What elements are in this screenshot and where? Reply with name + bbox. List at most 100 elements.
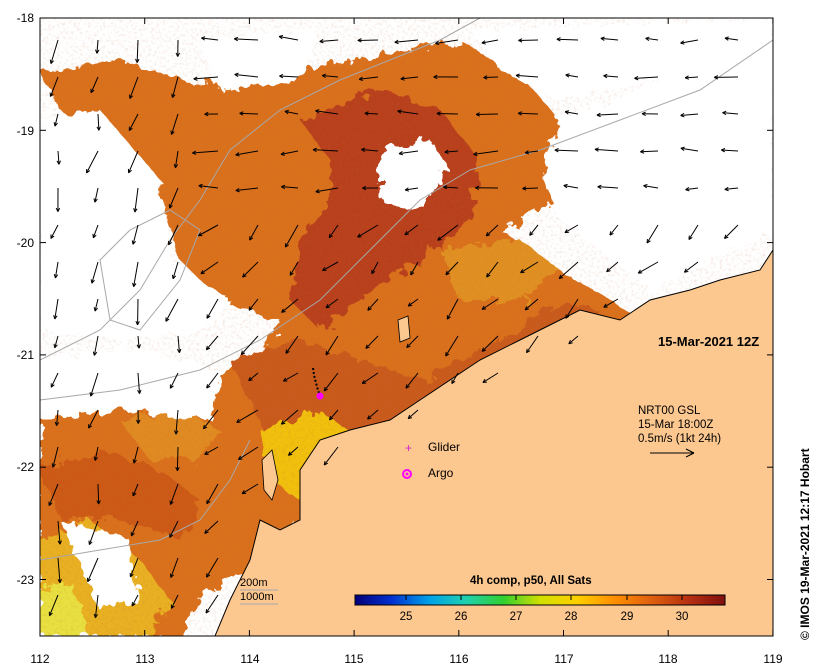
current-arrow	[176, 335, 182, 353]
current-arrow	[90, 76, 99, 94]
colorbar-tick-label: 29	[620, 611, 634, 623]
colorbar-tick-label: 28	[564, 611, 578, 623]
current-arrow	[475, 112, 499, 117]
cloud-gaps	[40, 18, 773, 610]
y-tick-label: -19	[16, 124, 34, 138]
current-arrow	[53, 113, 59, 127]
x-tick-label: 112	[30, 652, 50, 666]
current-arrow	[132, 446, 139, 464]
current-arrow	[204, 446, 219, 455]
colorbar-tick-label: 30	[675, 611, 689, 623]
colorbar	[354, 594, 726, 606]
current-arrow	[325, 298, 339, 309]
current-arrow	[137, 372, 142, 394]
current-arrow	[57, 520, 62, 545]
current-arrow	[444, 149, 459, 155]
current-arrow	[53, 261, 59, 279]
glider-legend-label: Glider	[428, 440, 461, 454]
current-arrow	[397, 109, 419, 115]
current-arrow	[361, 147, 379, 152]
current-arrow	[239, 111, 259, 116]
current-arrow	[646, 224, 659, 244]
current-arrow	[524, 150, 539, 155]
current-arrow	[371, 261, 379, 275]
current-arrow	[50, 372, 59, 388]
current-arrow	[724, 224, 739, 239]
current-arrow	[136, 409, 141, 424]
x-tick-label: 118	[658, 652, 678, 666]
current-arrow	[323, 372, 339, 392]
current-arrow	[367, 298, 379, 311]
current-arrow	[367, 409, 379, 420]
current-arrow	[688, 224, 699, 240]
current-arrow	[173, 150, 179, 169]
current-arrow	[235, 150, 259, 157]
current-arrow	[169, 557, 179, 578]
peninsula-land	[261, 449, 279, 501]
current-arrow	[526, 335, 539, 354]
current-arrow	[88, 409, 99, 429]
current-arrow	[563, 183, 579, 189]
current-arrow	[640, 149, 659, 154]
glider-track	[312, 367, 324, 400]
current-arrow	[554, 148, 579, 153]
current-arrow	[127, 150, 139, 174]
current-arrow	[233, 36, 259, 42]
current-arrow	[197, 224, 219, 237]
current-arrow	[280, 409, 299, 425]
current-arrow	[361, 372, 379, 385]
current-arrow	[357, 224, 379, 238]
current-arrow	[522, 186, 539, 191]
current-arrow	[236, 409, 259, 423]
current-arrow	[175, 446, 180, 472]
current-arrow	[524, 298, 539, 311]
y-tick-label: -22	[16, 460, 34, 474]
current-arrow	[404, 187, 419, 192]
current-arrow	[200, 261, 219, 275]
current-arrow	[443, 185, 459, 190]
current-arrow	[86, 150, 99, 174]
current-arrow	[204, 520, 219, 534]
current-arrow	[49, 39, 59, 64]
current-arrow	[481, 298, 499, 310]
current-arrow	[49, 76, 59, 97]
current-arrow	[315, 187, 339, 194]
y-tick-label: -20	[16, 236, 34, 250]
current-arrow	[683, 261, 699, 273]
current-arrow	[529, 224, 539, 236]
current-arrow	[482, 372, 499, 384]
current-arrow	[315, 109, 339, 115]
current-arrow	[312, 147, 339, 153]
current-arrow	[641, 111, 659, 116]
current-arrow	[483, 75, 499, 80]
y-tick-label: -23	[16, 573, 34, 587]
current-arrow	[637, 261, 659, 274]
current-arrow	[680, 113, 699, 118]
current-arrow	[721, 148, 739, 153]
current-arrow	[135, 298, 140, 326]
australia-land	[214, 249, 773, 636]
current-arrow	[132, 483, 139, 497]
current-arrow	[95, 39, 100, 54]
current-arrow	[597, 184, 619, 190]
current-arrow	[365, 335, 379, 349]
current-arrow	[515, 73, 539, 78]
colorbar-tick-label: 25	[399, 611, 413, 623]
colorbar-tick-label: 27	[509, 611, 523, 623]
current-arrows	[48, 34, 739, 618]
isobath-1000m-label: 1000m	[240, 591, 274, 603]
current-arrow	[171, 76, 179, 98]
current-arrow	[174, 409, 179, 435]
x-tick-label: 116	[449, 652, 469, 666]
current-arrow	[171, 261, 179, 280]
current-arrow	[165, 298, 179, 322]
colorbar-ticks	[405, 595, 683, 600]
current-arrow	[170, 594, 179, 609]
x-tick-label: 119	[763, 652, 783, 666]
current-arrow	[684, 75, 699, 80]
current-arrow	[564, 110, 579, 115]
current-arrow	[48, 483, 59, 507]
current-arrow	[451, 372, 459, 385]
current-arrow	[129, 76, 139, 99]
